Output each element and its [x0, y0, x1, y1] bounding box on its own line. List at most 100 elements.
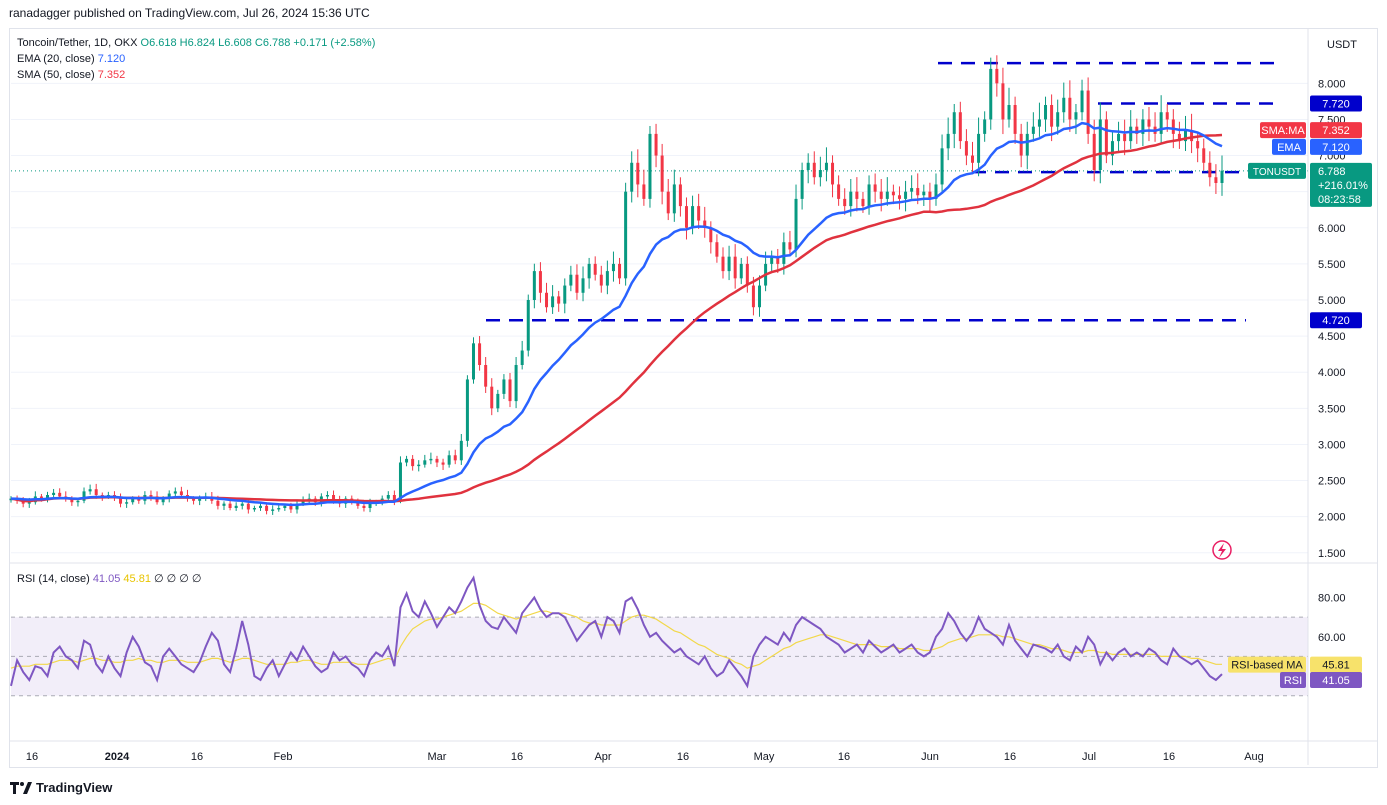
level-tag-value-bg	[1310, 95, 1362, 112]
time-tick-label: 16	[511, 751, 523, 763]
candle-body	[1177, 133, 1181, 142]
time-tick-label: 16	[26, 751, 38, 763]
candle-body	[1159, 112, 1163, 134]
candle-body	[295, 503, 299, 510]
candle-body	[1165, 112, 1169, 120]
candle-body	[715, 242, 719, 257]
candle-body	[569, 274, 573, 286]
candle-body	[538, 271, 542, 293]
candle-body	[587, 263, 591, 279]
time-tick-label: 16	[838, 751, 850, 763]
candle-body	[465, 379, 469, 441]
candle-body	[648, 133, 652, 199]
candle-body	[368, 503, 372, 508]
price-tick-label: 4.000	[1318, 367, 1346, 379]
candle-body	[605, 271, 609, 286]
candle-body	[575, 274, 579, 293]
candle-body	[873, 184, 877, 192]
candle-body	[800, 170, 804, 199]
candle-body	[563, 285, 567, 304]
candle-body	[1056, 112, 1060, 127]
candle-body	[259, 505, 263, 508]
price-tick-label: 5.000	[1318, 295, 1346, 307]
candle-body	[806, 162, 810, 170]
candle-body	[995, 68, 999, 84]
candle-body	[502, 379, 506, 394]
candle-body	[332, 495, 336, 501]
footer-brand: TradingView	[36, 780, 113, 795]
candle-body	[88, 489, 92, 492]
candle-body	[161, 498, 165, 503]
level-tag-value-bg	[1310, 312, 1362, 329]
candle-body	[46, 495, 50, 499]
price-tick-label: 8.000	[1318, 78, 1346, 90]
candle-body	[94, 489, 98, 495]
rsi-lines	[10, 575, 1223, 689]
candle-body	[891, 191, 895, 196]
rsi-ma-tag-label: RSI-based MA	[1231, 660, 1303, 672]
candle-body	[252, 508, 256, 510]
grid	[11, 82, 1308, 554]
candle-body	[70, 498, 74, 503]
candle-body	[1019, 133, 1023, 156]
candle-body	[660, 155, 664, 192]
candle-body	[386, 495, 390, 499]
chart-frame	[9, 28, 1378, 768]
candle-body	[672, 184, 676, 214]
candle-body	[946, 133, 950, 149]
candle-body	[1147, 119, 1151, 127]
ema-tag-label-bg	[1272, 138, 1306, 155]
candle-body	[910, 188, 914, 192]
candle-body	[1007, 105, 1011, 120]
candle-body	[818, 170, 822, 178]
candle-body	[453, 455, 457, 461]
candle-body	[1013, 105, 1017, 134]
candle-body	[1031, 126, 1035, 134]
candle-body	[1025, 133, 1029, 156]
candle-body	[916, 188, 920, 196]
candle-body	[745, 263, 749, 286]
time-tick-label: Mar	[428, 751, 447, 763]
candle-body	[1214, 177, 1218, 183]
time-tick-label: Jul	[1082, 751, 1096, 763]
candle-body	[837, 184, 841, 199]
time-tick-label: Feb	[274, 751, 293, 763]
candle-body	[490, 386, 494, 409]
candle-body	[478, 343, 482, 365]
time-tick-label: Jun	[921, 751, 939, 763]
candle-body	[739, 263, 743, 279]
time-tick-label: 2024	[105, 751, 130, 763]
rsi-ma-tag-value-bg	[1310, 656, 1362, 673]
rsi-tag-label-bg	[1280, 671, 1306, 688]
candle-body	[958, 112, 962, 142]
candle-body	[794, 198, 798, 250]
candle-body	[1037, 119, 1041, 127]
time-tick-label: Apr	[594, 751, 611, 763]
candle-body	[983, 119, 987, 134]
candle-body	[514, 365, 518, 402]
candles	[9, 55, 1224, 515]
candle-body	[934, 184, 938, 199]
legend-sma-value: 7.352	[97, 69, 126, 81]
candle-body	[782, 242, 786, 264]
price-tick-label: 3.000	[1318, 439, 1346, 451]
candle-body	[411, 458, 415, 467]
candle-body	[216, 500, 220, 506]
candle-body	[1104, 119, 1108, 156]
rsi-tick-label: 60.00	[1318, 632, 1346, 644]
events-icon-ring	[1212, 540, 1232, 560]
candle-body	[398, 462, 402, 501]
ema-20-line	[10, 121, 1223, 507]
currency-button[interactable]: USDT	[1327, 39, 1357, 51]
current-price-value-bg	[1310, 162, 1372, 207]
candle-body	[904, 191, 908, 199]
candle-body	[691, 206, 695, 228]
candle-body	[581, 278, 585, 293]
candle-body	[867, 184, 871, 207]
candle-body	[1068, 97, 1072, 120]
candle-body	[721, 256, 725, 272]
candle-body	[897, 195, 901, 199]
rsi-legend-value: 41.05	[92, 573, 121, 585]
candle-body	[1202, 148, 1206, 163]
